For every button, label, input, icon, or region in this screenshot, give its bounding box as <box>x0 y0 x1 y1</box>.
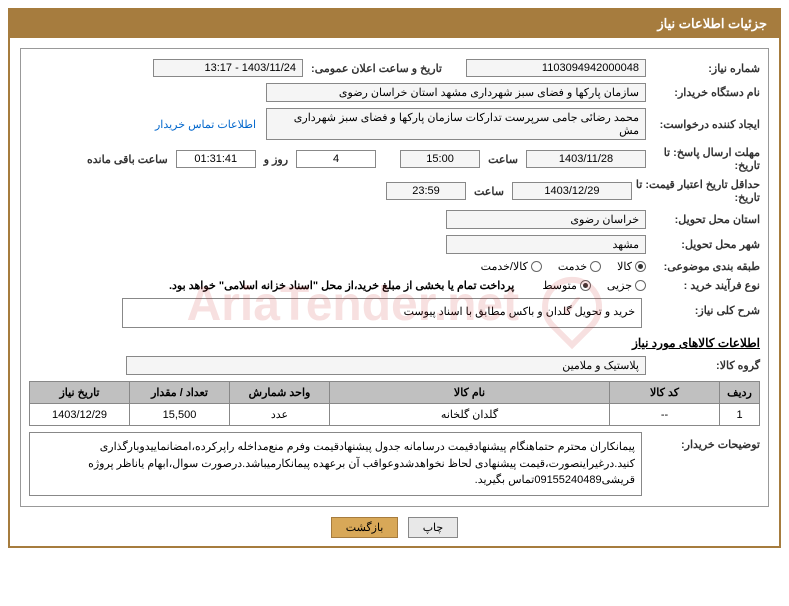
subject-category-label: طبقه بندی موضوعی: <box>650 260 760 273</box>
panel-title: جزئیات اطلاعات نیاز <box>657 16 767 31</box>
purchase-type-label: نوع فرآیند خرید : <box>650 279 760 292</box>
td-unit: عدد <box>230 404 330 426</box>
buyer-org-value: سازمان پارکها و فضای سبز شهرداری مشهد اس… <box>266 83 646 102</box>
buyer-org-label: نام دستگاه خریدار: <box>650 86 760 99</box>
table-row: 1 -- گلدان گلخانه عدد 15,500 1403/12/29 <box>30 404 760 426</box>
radio-motavaset-circle <box>580 280 591 291</box>
td-code: -- <box>610 404 720 426</box>
td-qty: 15,500 <box>130 404 230 426</box>
back-button[interactable]: بازگشت <box>331 517 399 538</box>
th-name: نام کالا <box>330 382 610 404</box>
row-subject-category: طبقه بندی موضوعی: کالا خدمت کالا/خدمت <box>29 260 760 273</box>
row-need-number: شماره نیاز: 1103094942000048 تاریخ و ساع… <box>29 59 760 77</box>
delivery-province-label: استان محل تحویل: <box>650 213 760 226</box>
radio-jozi-circle <box>635 280 646 291</box>
td-name: گلدان گلخانه <box>330 404 610 426</box>
goods-table: ردیف کد کالا نام کالا واحد شمارش تعداد /… <box>29 381 760 426</box>
announce-datetime-label: تاریخ و ساعت اعلان عمومی: <box>311 62 442 75</box>
radio-kala-khedmat-label: کالا/خدمت <box>481 260 528 273</box>
radio-khedmat-label: خدمت <box>558 260 587 273</box>
need-number-label: شماره نیاز: <box>650 62 760 75</box>
payment-note: پرداخت تمام یا بخشی از مبلغ خرید،از محل … <box>169 279 514 292</box>
goods-section-header: اطلاعات کالاهای مورد نیاز <box>29 336 760 350</box>
radio-kala-circle <box>635 261 646 272</box>
remaining-label: ساعت باقی مانده <box>87 153 168 166</box>
radio-kala-label: کالا <box>617 260 632 273</box>
response-countdown: 01:31:41 <box>176 150 256 168</box>
announce-datetime-value: 1403/11/24 - 13:17 <box>153 59 303 77</box>
buyer-notes-label: توضیحات خریدار: <box>650 432 760 451</box>
row-goods-group: گروه کالا: پلاستیک و ملامین <box>29 356 760 375</box>
price-validity-time: 23:59 <box>386 182 466 200</box>
row-purchase-type: نوع فرآیند خرید : جزیی متوسط پرداخت تمام… <box>29 279 760 292</box>
td-row: 1 <box>720 404 760 426</box>
response-deadline-time: 15:00 <box>400 150 480 168</box>
response-deadline-label: مهلت ارسال پاسخ: تا تاریخ: <box>650 146 760 172</box>
delivery-province-value: خراسان رضوی <box>446 210 646 229</box>
price-time-label: ساعت <box>474 185 504 198</box>
radio-jozi[interactable]: جزیی <box>607 279 646 292</box>
days-and-label: روز و <box>264 153 288 166</box>
radio-khedmat[interactable]: خدمت <box>558 260 601 273</box>
response-deadline-date: 1403/11/28 <box>526 150 646 168</box>
requester-value: محمد رضائی جامی سرپرست تدارکات سازمان پا… <box>266 108 646 140</box>
buyer-notes-value: پیمانکاران محترم حتماهنگام پیشنهادقیمت د… <box>29 432 642 496</box>
th-qty: تعداد / مقدار <box>130 382 230 404</box>
th-unit: واحد شمارش <box>230 382 330 404</box>
row-requester: ایجاد کننده درخواست: محمد رضائی جامی سرپ… <box>29 108 760 140</box>
radio-motavaset-label: متوسط <box>542 279 577 292</box>
row-buyer-notes: توضیحات خریدار: پیمانکاران محترم حتماهنگ… <box>29 432 760 496</box>
radio-jozi-label: جزیی <box>607 279 632 292</box>
price-validity-label: حداقل تاریخ اعتبار قیمت: تا تاریخ: <box>636 178 760 204</box>
general-desc-value: خرید و تحویل گلدان و باکس مطابق با اسناد… <box>122 298 642 328</box>
row-price-validity: حداقل تاریخ اعتبار قیمت: تا تاریخ: 1403/… <box>29 178 760 204</box>
radio-kala[interactable]: کالا <box>617 260 646 273</box>
radio-kala-khedmat[interactable]: کالا/خدمت <box>481 260 542 273</box>
radio-motavaset[interactable]: متوسط <box>542 279 591 292</box>
need-number-value: 1103094942000048 <box>466 59 646 77</box>
button-row: چاپ بازگشت <box>10 517 779 538</box>
radio-khedmat-circle <box>590 261 601 272</box>
row-response-deadline: مهلت ارسال پاسخ: تا تاریخ: 1403/11/28 سا… <box>29 146 760 172</box>
contact-buyer-link[interactable]: اطلاعات تماس خریدار <box>155 118 256 131</box>
subject-category-group: کالا خدمت کالا/خدمت <box>469 260 646 273</box>
row-delivery-city: شهر محل تحویل: مشهد <box>29 235 760 254</box>
response-days-remaining: 4 <box>296 150 376 168</box>
panel-header: جزئیات اطلاعات نیاز <box>10 10 779 38</box>
price-validity-date: 1403/12/29 <box>512 182 632 200</box>
td-date: 1403/12/29 <box>30 404 130 426</box>
row-general-desc: شرح کلی نیاز: خرید و تحویل گلدان و باکس … <box>29 298 760 328</box>
main-panel: جزئیات اطلاعات نیاز شماره نیاز: 11030949… <box>8 8 781 548</box>
th-date: تاریخ نیاز <box>30 382 130 404</box>
table-header-row: ردیف کد کالا نام کالا واحد شمارش تعداد /… <box>30 382 760 404</box>
goods-group-label: گروه کالا: <box>650 359 760 372</box>
row-delivery-province: استان محل تحویل: خراسان رضوی <box>29 210 760 229</box>
radio-kala-khedmat-circle <box>531 261 542 272</box>
form-container: شماره نیاز: 1103094942000048 تاریخ و ساع… <box>20 48 769 507</box>
th-code: کد کالا <box>610 382 720 404</box>
purchase-type-group: جزیی متوسط <box>530 279 646 292</box>
goods-group-value: پلاستیک و ملامین <box>126 356 646 375</box>
row-buyer-org: نام دستگاه خریدار: سازمان پارکها و فضای … <box>29 83 760 102</box>
delivery-city-value: مشهد <box>446 235 646 254</box>
general-desc-label: شرح کلی نیاز: <box>650 298 760 317</box>
delivery-city-label: شهر محل تحویل: <box>650 238 760 251</box>
requester-label: ایجاد کننده درخواست: <box>650 118 760 131</box>
response-time-label: ساعت <box>488 153 518 166</box>
th-row: ردیف <box>720 382 760 404</box>
print-button[interactable]: چاپ <box>408 517 459 538</box>
